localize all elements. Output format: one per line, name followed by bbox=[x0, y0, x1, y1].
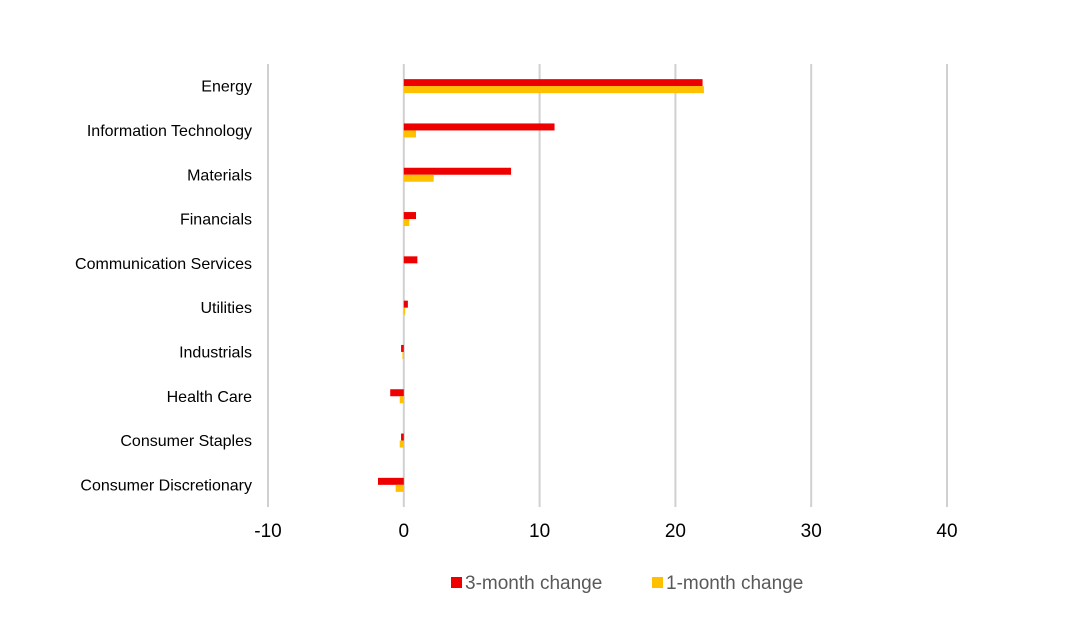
bar-three-month bbox=[403, 79, 703, 87]
x-tick-label: 0 bbox=[399, 521, 410, 542]
category-label: Industrials bbox=[179, 344, 252, 361]
bar-one-month bbox=[403, 307, 406, 315]
bar-three-month bbox=[403, 256, 418, 264]
bar-one-month bbox=[402, 351, 404, 359]
bar-three-month bbox=[403, 212, 417, 220]
category-label: Consumer Discretionary bbox=[80, 477, 252, 494]
bar-one-month bbox=[395, 484, 404, 492]
category-label: Financials bbox=[180, 212, 252, 229]
x-tick-label: 10 bbox=[529, 521, 550, 542]
bar-three-month bbox=[390, 389, 404, 397]
bar-one-month bbox=[403, 86, 704, 94]
category-label: Communication Services bbox=[75, 256, 252, 273]
category-label: Consumer Staples bbox=[120, 433, 252, 450]
legend-swatch bbox=[652, 577, 663, 588]
x-tick-label: 30 bbox=[801, 521, 822, 542]
category-label: Energy bbox=[201, 79, 252, 96]
legend-swatch bbox=[451, 577, 462, 588]
x-tick-label: 40 bbox=[936, 521, 957, 542]
bars bbox=[377, 79, 704, 492]
bar-three-month bbox=[401, 433, 404, 441]
category-labels: Energy Information Technology Materials Fin… bbox=[75, 79, 252, 495]
bar-one-month bbox=[403, 174, 434, 182]
legend-label: 3-month change bbox=[465, 573, 602, 594]
category-label: Information Technology bbox=[87, 123, 252, 140]
legend-label: 1-month change bbox=[666, 573, 803, 594]
bar-one-month bbox=[399, 396, 404, 404]
bar-one-month bbox=[403, 130, 417, 138]
bar-one-month bbox=[399, 440, 404, 448]
x-axis-tick-labels: -10 0 10 20 30 40 bbox=[254, 521, 957, 542]
category-label: Health Care bbox=[167, 389, 252, 406]
bar-three-month bbox=[403, 300, 408, 308]
bar-three-month bbox=[401, 344, 404, 352]
x-tick-label: 20 bbox=[665, 521, 686, 542]
bar-three-month bbox=[403, 167, 512, 175]
bar-three-month bbox=[377, 477, 404, 485]
gridlines bbox=[267, 64, 948, 507]
legend: 3-month change 1-month change bbox=[451, 573, 803, 594]
category-label: Materials bbox=[187, 167, 252, 184]
x-tick-label: -10 bbox=[254, 521, 281, 542]
category-label: Utilities bbox=[200, 300, 252, 317]
bar-three-month bbox=[403, 123, 555, 131]
bar-one-month bbox=[403, 219, 410, 227]
